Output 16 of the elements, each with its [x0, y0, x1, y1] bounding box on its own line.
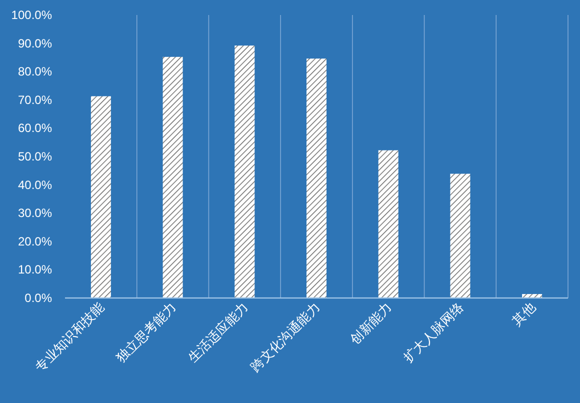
x-tick-label: 跨文化沟通能力: [248, 300, 324, 376]
y-tick-label: 60.0%: [18, 121, 52, 136]
y-tick-label: 10.0%: [18, 262, 52, 277]
x-tick-label: 创新能力: [348, 300, 396, 348]
x-tick-label: 其他: [510, 300, 539, 330]
y-tick-label: 20.0%: [18, 234, 52, 248]
y-tick-label: 0.0%: [24, 291, 52, 305]
y-tick-label: 90.0%: [18, 36, 52, 50]
y-tick-label: 80.0%: [18, 64, 52, 79]
y-tick-label: 30.0%: [18, 206, 52, 220]
y-tick-label: 40.0%: [18, 178, 52, 192]
x-tick-label: 独立思考能力: [113, 300, 180, 366]
x-tick-label: 扩大人脉网络: [401, 300, 468, 366]
y-tick-label: 100.0%: [11, 8, 52, 22]
y-tick-label: 50.0%: [18, 150, 52, 164]
y-tick-label: 70.0%: [18, 92, 52, 107]
